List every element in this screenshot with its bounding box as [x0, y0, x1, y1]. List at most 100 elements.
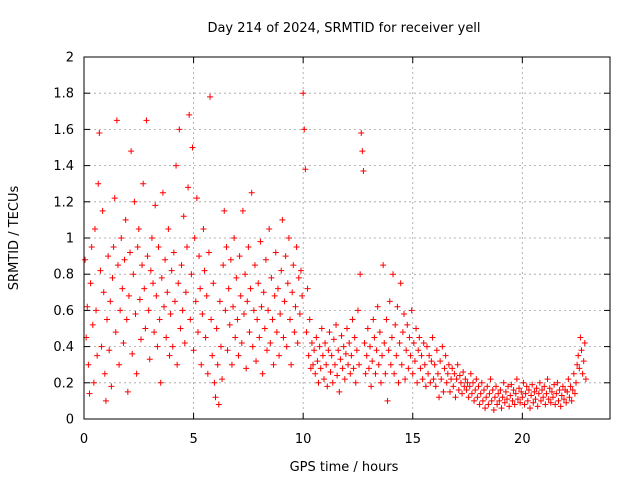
data-point	[124, 388, 131, 395]
data-point	[475, 383, 482, 390]
data-point	[571, 390, 578, 397]
data-point	[299, 292, 306, 299]
data-point	[489, 387, 496, 394]
data-point	[517, 399, 524, 406]
data-point	[228, 361, 235, 368]
data-point	[437, 358, 444, 365]
data-point	[426, 352, 433, 359]
data-point	[511, 401, 518, 408]
data-point	[232, 334, 239, 341]
data-point	[484, 383, 491, 390]
data-point	[253, 358, 260, 365]
data-point	[397, 280, 404, 287]
data-point	[187, 316, 194, 323]
data-point	[116, 361, 123, 368]
data-point	[496, 397, 503, 404]
data-point	[546, 385, 553, 392]
data-point	[165, 225, 172, 232]
data-point	[197, 285, 204, 292]
data-point	[140, 180, 147, 187]
data-point	[400, 311, 407, 318]
data-point	[521, 401, 528, 408]
data-point	[398, 361, 405, 368]
y-tick-label: 0.8	[53, 268, 74, 283]
data-point	[316, 343, 323, 350]
data-point	[388, 334, 395, 341]
data-point	[204, 370, 211, 377]
data-point	[493, 383, 500, 390]
data-point	[327, 368, 334, 375]
data-point	[266, 225, 273, 232]
data-point	[387, 361, 394, 368]
data-point	[362, 370, 369, 377]
data-point	[380, 262, 387, 269]
data-point	[137, 336, 144, 343]
data-point	[335, 347, 342, 354]
data-point	[91, 225, 98, 232]
data-point	[289, 289, 296, 296]
data-point	[184, 244, 191, 251]
data-point	[106, 347, 113, 354]
data-point	[341, 376, 348, 383]
y-tick-label: 2	[66, 51, 74, 66]
data-point	[543, 390, 550, 397]
data-point	[425, 370, 432, 377]
data-point	[311, 347, 318, 354]
data-point	[452, 394, 459, 401]
data-point	[551, 381, 558, 388]
data-point	[141, 285, 148, 292]
data-point	[301, 126, 308, 133]
data-point	[146, 356, 153, 363]
data-point	[265, 307, 272, 314]
data-point	[390, 271, 397, 278]
data-point	[274, 285, 281, 292]
data-point	[423, 343, 430, 350]
data-point	[392, 321, 399, 328]
data-point	[211, 379, 218, 386]
data-point	[199, 311, 206, 318]
data-point	[568, 397, 575, 404]
data-point	[120, 339, 127, 346]
data-point	[520, 379, 527, 386]
x-axis-label: GPS time / hours	[290, 460, 399, 475]
data-point	[255, 280, 262, 287]
data-point	[142, 325, 149, 332]
data-point	[491, 394, 498, 401]
data-point	[338, 332, 345, 339]
data-point	[147, 267, 154, 274]
data-point	[272, 249, 279, 256]
data-point	[539, 387, 546, 394]
data-point	[356, 361, 363, 368]
data-point	[544, 376, 551, 383]
data-point	[198, 361, 205, 368]
data-point	[216, 298, 223, 305]
chart-title: Day 214 of 2024, SRMTID for receiver yel…	[207, 21, 480, 36]
data-point	[227, 256, 234, 263]
data-point	[107, 298, 114, 305]
data-point	[360, 168, 367, 175]
data-point	[193, 195, 200, 202]
data-point	[288, 361, 295, 368]
data-point	[319, 352, 326, 359]
data-point	[550, 394, 557, 401]
data-point	[93, 307, 100, 314]
data-point	[257, 238, 264, 245]
data-point	[413, 325, 420, 332]
data-point	[235, 352, 242, 359]
data-point	[269, 316, 276, 323]
data-point	[342, 350, 349, 357]
data-point	[575, 352, 582, 359]
data-point	[429, 334, 436, 341]
data-point	[369, 358, 376, 365]
data-point	[212, 394, 219, 401]
data-point	[109, 274, 116, 281]
data-point	[443, 379, 450, 386]
data-point	[573, 379, 580, 386]
data-point	[567, 383, 574, 390]
data-point	[477, 390, 484, 397]
data-point	[373, 347, 380, 354]
data-point	[154, 343, 161, 350]
data-point	[576, 365, 583, 372]
data-point	[239, 207, 246, 214]
data-point	[560, 396, 567, 403]
